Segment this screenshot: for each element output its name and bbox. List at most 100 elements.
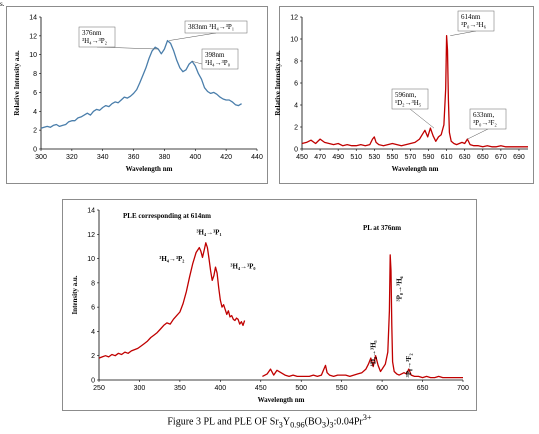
annotation-text: 398nm	[205, 51, 225, 59]
y-tick-label: 12	[290, 15, 298, 22]
x-tick-label: 550	[336, 385, 348, 392]
y-tick-label: 2	[91, 353, 95, 360]
y-tick-label: 8	[294, 59, 298, 66]
x-tick-label: 570	[405, 154, 417, 161]
x-axis-label: Wavelength nm	[126, 165, 173, 173]
y-axis-label: Relative Intensity a.u.	[274, 50, 282, 116]
y-tick-label: 10	[87, 256, 95, 263]
series-line	[301, 35, 528, 148]
y-tick-label: 6	[33, 90, 37, 97]
y-tick-label: 2	[33, 128, 37, 135]
x-tick-label: 550	[387, 154, 399, 161]
y-tick-label: 2	[294, 125, 298, 132]
x-tick-label: 450	[255, 385, 267, 392]
x-tick-label: 650	[477, 154, 489, 161]
y-tick-label: 4	[33, 109, 37, 116]
annotation-text: 596nm,	[395, 91, 416, 99]
x-tick-label: 630	[459, 154, 471, 161]
annotation-text: 383nm ³H₄→³P₁	[188, 23, 234, 31]
y-tick-label: 10	[290, 37, 298, 44]
y-tick-label: 8	[33, 71, 37, 78]
y-tick-label: 6	[294, 81, 298, 88]
x-tick-label: 470	[314, 154, 326, 161]
peak-annotation: ³P₀→³H₆	[396, 276, 404, 301]
x-tick-label: 440	[251, 154, 263, 161]
x-tick-label: 530	[368, 154, 380, 161]
annotation-box	[184, 20, 248, 34]
x-tick-label: 340	[97, 154, 109, 161]
x-tick-label: 650	[417, 385, 429, 392]
annotation-box	[457, 10, 495, 32]
series-name-label: PLE corresponding at 614nm	[123, 212, 211, 220]
combined-spectrum-panel: 0 2 4 6 8 10 12 14 250 300 350 400 450 500 550 600 650 70…	[62, 199, 477, 411]
x-tick-label: 590	[423, 154, 435, 161]
x-tick-label: 400	[214, 385, 226, 392]
y-axis-label: Intensity a.u.	[71, 275, 79, 314]
annotation-leader-line	[450, 30, 477, 36]
y-tick-label: 4	[91, 329, 95, 336]
annotation-text: ³P₀→³H₆	[461, 21, 487, 29]
peak-annotation: ³H₄→³P₂	[159, 255, 184, 263]
x-tick-label: 600	[376, 385, 388, 392]
emission-spectrum-chart: 0 2 4 6 8 10 12 450 470 490 510 530 550 570 590 610 630 6…	[274, 10, 528, 173]
annotation-leader-line	[169, 32, 217, 41]
series-name-label: PL at 376nm	[363, 224, 401, 232]
x-axis-label: Wavelength nm	[392, 165, 439, 173]
x-tick-label: 690	[513, 154, 525, 161]
x-tick-label: 400	[189, 154, 201, 161]
y-tick-label: 8	[91, 280, 95, 287]
series-line	[40, 39, 242, 129]
y-tick-label: 12	[87, 232, 95, 239]
x-tick-label: 490	[332, 154, 344, 161]
x-tick-label: 420	[220, 154, 232, 161]
x-tick-label: 670	[495, 154, 507, 161]
annotation-text: ¹D₂→³H₅	[395, 99, 422, 107]
x-tick-label: 300	[134, 385, 146, 392]
x-tick-label: 500	[295, 385, 307, 392]
y-tick-label: 14	[87, 208, 95, 215]
annotation-text: 633nm,	[473, 111, 494, 119]
x-axis-label: Wavelength nm	[258, 396, 305, 404]
combined-spectrum-chart: 0 2 4 6 8 10 12 14 250 300 350 400 450 500 550 600 650 70…	[71, 208, 469, 405]
annotation-leader-line	[467, 128, 489, 140]
x-tick-label: 350	[174, 385, 186, 392]
annotation-box	[469, 108, 507, 130]
series-line	[262, 254, 463, 379]
annotation-text: ³H₄→³P₂	[82, 37, 108, 45]
x-tick-label: 450	[296, 154, 308, 161]
annotation-leader-line	[96, 46, 159, 50]
peak-annotation: ³H₄→³P₀	[230, 262, 255, 270]
series-line	[98, 242, 246, 359]
annotation-leader-line	[409, 108, 435, 129]
annotation-box	[201, 48, 239, 70]
x-tick-label: 360	[128, 154, 140, 161]
x-tick-label: 320	[66, 154, 78, 161]
annotation-text: ³H₄→³P₀	[205, 59, 231, 67]
x-tick-label: 300	[35, 154, 47, 161]
annotation-text: 614nm	[461, 13, 481, 21]
y-tick-label: 6	[91, 305, 95, 312]
y-tick-label: 12	[29, 33, 37, 40]
excitation-spectrum-panel: 0 2 4 6 8 10 12 14 300 320 340 360 380 400 420 440 Wavel…	[6, 6, 268, 184]
x-tick-label: 380	[159, 154, 171, 161]
y-tick-label: 10	[29, 52, 37, 59]
x-tick-label: 700	[457, 385, 469, 392]
figure-caption: Figure 3 PL and PLE OF Sr3Y0.96(BO3)3:0.…	[167, 413, 372, 430]
x-tick-label: 250	[93, 385, 105, 392]
emission-spectrum-panel: 0 2 4 6 8 10 12 450 470 490 510 530 550 570 590 610 630 6…	[274, 6, 534, 184]
annotation-text: 376nm	[82, 29, 102, 37]
peak-annotation: ³H₄→³P₁	[196, 228, 221, 236]
y-tick-label: 14	[29, 15, 37, 22]
peak-annotation: ¹D₂→³H₅	[370, 340, 378, 366]
corner-mark: s.	[0, 0, 5, 8]
annotation-box	[391, 88, 429, 110]
annotation-text: ³P₀→³F₂	[473, 119, 497, 127]
x-tick-label: 510	[350, 154, 362, 161]
y-tick-label: 4	[294, 103, 298, 110]
y-tick-label: 0	[294, 147, 298, 154]
y-tick-label: 0	[91, 378, 95, 385]
peak-annotation: ³P₀→³F₂	[405, 353, 413, 377]
annotation-box	[78, 26, 116, 48]
x-tick-label: 610	[441, 154, 453, 161]
y-axis-label: Relative Intensity a.u.	[13, 50, 21, 116]
